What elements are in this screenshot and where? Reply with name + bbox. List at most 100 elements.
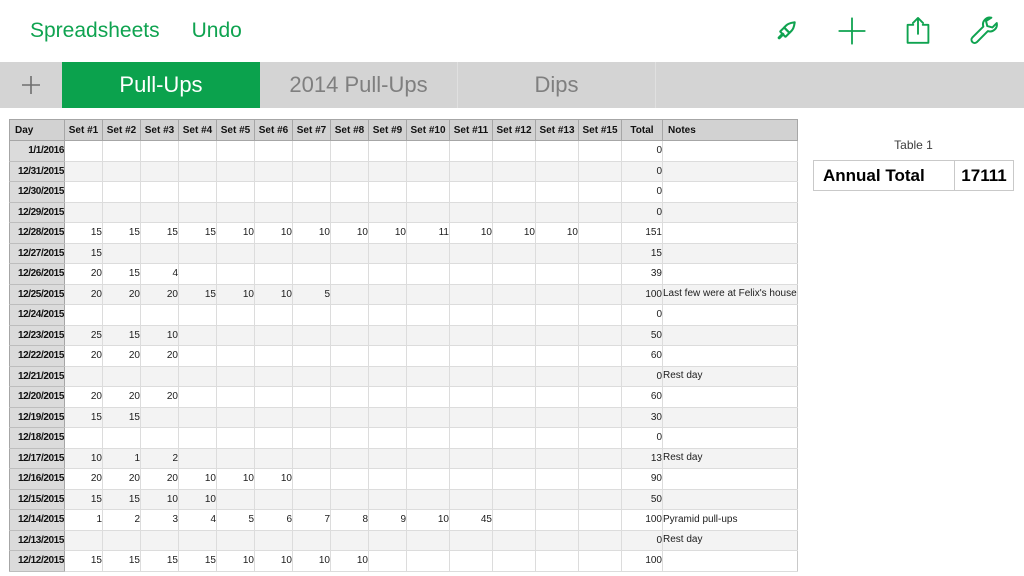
- notes-cell[interactable]: [662, 202, 798, 223]
- set-cell[interactable]: [406, 386, 450, 408]
- row-header-date[interactable]: 12/25/2015: [9, 284, 65, 305]
- set-cell[interactable]: [178, 243, 217, 264]
- set-cell[interactable]: [535, 263, 579, 285]
- row-header-date[interactable]: 12/21/2015: [9, 366, 65, 387]
- set-cell[interactable]: 10: [64, 448, 103, 469]
- set-cell[interactable]: [535, 243, 579, 264]
- set-cell[interactable]: [64, 161, 103, 182]
- set-cell[interactable]: [535, 386, 579, 408]
- set-cell[interactable]: [406, 468, 450, 490]
- set-cell[interactable]: [368, 181, 407, 203]
- set-cell[interactable]: [254, 530, 293, 551]
- set-cell[interactable]: [102, 181, 141, 203]
- notes-cell[interactable]: [662, 304, 798, 326]
- total-cell[interactable]: 151: [621, 222, 663, 244]
- row-header-date[interactable]: 12/15/2015: [9, 489, 65, 510]
- set-cell[interactable]: 10: [254, 284, 293, 305]
- total-cell[interactable]: 0: [621, 304, 663, 326]
- set-cell[interactable]: 10: [292, 550, 331, 572]
- set-cell[interactable]: [216, 489, 255, 510]
- set-cell[interactable]: [254, 427, 293, 449]
- set-cell[interactable]: 15: [64, 550, 103, 572]
- column-header-notes[interactable]: Notes: [662, 119, 798, 141]
- set-cell[interactable]: [140, 530, 179, 551]
- set-cell[interactable]: 10: [330, 222, 369, 244]
- row-header-date[interactable]: 12/12/2015: [9, 550, 65, 572]
- column-header-set-9[interactable]: Set #9: [368, 119, 407, 141]
- set-cell[interactable]: 15: [102, 489, 141, 510]
- set-cell[interactable]: [178, 161, 217, 182]
- set-cell[interactable]: 3: [140, 509, 179, 531]
- set-cell[interactable]: [254, 263, 293, 285]
- set-cell[interactable]: [330, 386, 369, 408]
- set-cell[interactable]: 10: [330, 550, 369, 572]
- set-cell[interactable]: [449, 243, 493, 264]
- set-cell[interactable]: [492, 386, 536, 408]
- set-cell[interactable]: [64, 530, 103, 551]
- set-cell[interactable]: [492, 243, 536, 264]
- format-brush-button[interactable]: [768, 13, 804, 49]
- set-cell[interactable]: [178, 263, 217, 285]
- column-header-day[interactable]: Day: [9, 119, 65, 141]
- set-cell[interactable]: [368, 386, 407, 408]
- set-cell[interactable]: [330, 304, 369, 326]
- set-cell[interactable]: [292, 427, 331, 449]
- spreadsheets-back-button[interactable]: Spreadsheets: [30, 19, 160, 42]
- set-cell[interactable]: [368, 407, 407, 428]
- set-cell[interactable]: 20: [102, 386, 141, 408]
- set-cell[interactable]: [178, 304, 217, 326]
- set-cell[interactable]: [449, 284, 493, 305]
- set-cell[interactable]: [368, 243, 407, 264]
- set-cell[interactable]: [406, 448, 450, 469]
- set-cell[interactable]: [292, 345, 331, 367]
- set-cell[interactable]: [178, 448, 217, 469]
- set-cell[interactable]: [216, 140, 255, 162]
- set-cell[interactable]: 20: [102, 345, 141, 367]
- set-cell[interactable]: [102, 243, 141, 264]
- set-cell[interactable]: [578, 509, 622, 531]
- set-cell[interactable]: [292, 243, 331, 264]
- set-cell[interactable]: [330, 468, 369, 490]
- set-cell[interactable]: [292, 386, 331, 408]
- set-cell[interactable]: [492, 304, 536, 326]
- set-cell[interactable]: [330, 161, 369, 182]
- total-cell[interactable]: 0: [621, 161, 663, 182]
- set-cell[interactable]: [330, 407, 369, 428]
- set-cell[interactable]: [492, 427, 536, 449]
- set-cell[interactable]: [449, 366, 493, 387]
- set-cell[interactable]: [216, 304, 255, 326]
- set-cell[interactable]: 10: [254, 550, 293, 572]
- set-cell[interactable]: [492, 325, 536, 346]
- set-cell[interactable]: [292, 263, 331, 285]
- set-cell[interactable]: [140, 366, 179, 387]
- total-cell[interactable]: 13: [621, 448, 663, 469]
- undo-button[interactable]: Undo: [191, 19, 242, 42]
- set-cell[interactable]: [330, 140, 369, 162]
- set-cell[interactable]: [178, 325, 217, 346]
- row-header-date[interactable]: 12/28/2015: [9, 222, 65, 244]
- set-cell[interactable]: [449, 530, 493, 551]
- set-cell[interactable]: [102, 304, 141, 326]
- set-cell[interactable]: 15: [178, 550, 217, 572]
- notes-cell[interactable]: [662, 386, 798, 408]
- set-cell[interactable]: [254, 448, 293, 469]
- set-cell[interactable]: [578, 325, 622, 346]
- set-cell[interactable]: 10: [406, 509, 450, 531]
- set-cell[interactable]: [178, 140, 217, 162]
- set-cell[interactable]: [535, 530, 579, 551]
- set-cell[interactable]: [449, 140, 493, 162]
- set-cell[interactable]: [216, 181, 255, 203]
- set-cell[interactable]: [578, 366, 622, 387]
- set-cell[interactable]: [578, 222, 622, 244]
- set-cell[interactable]: [368, 161, 407, 182]
- set-cell[interactable]: [140, 181, 179, 203]
- set-cell[interactable]: 6: [254, 509, 293, 531]
- set-cell[interactable]: [254, 386, 293, 408]
- set-cell[interactable]: [368, 530, 407, 551]
- set-cell[interactable]: [535, 407, 579, 428]
- set-cell[interactable]: 20: [102, 284, 141, 305]
- set-cell[interactable]: [535, 140, 579, 162]
- notes-cell[interactable]: Rest day: [662, 448, 798, 469]
- set-cell[interactable]: [64, 366, 103, 387]
- set-cell[interactable]: [406, 345, 450, 367]
